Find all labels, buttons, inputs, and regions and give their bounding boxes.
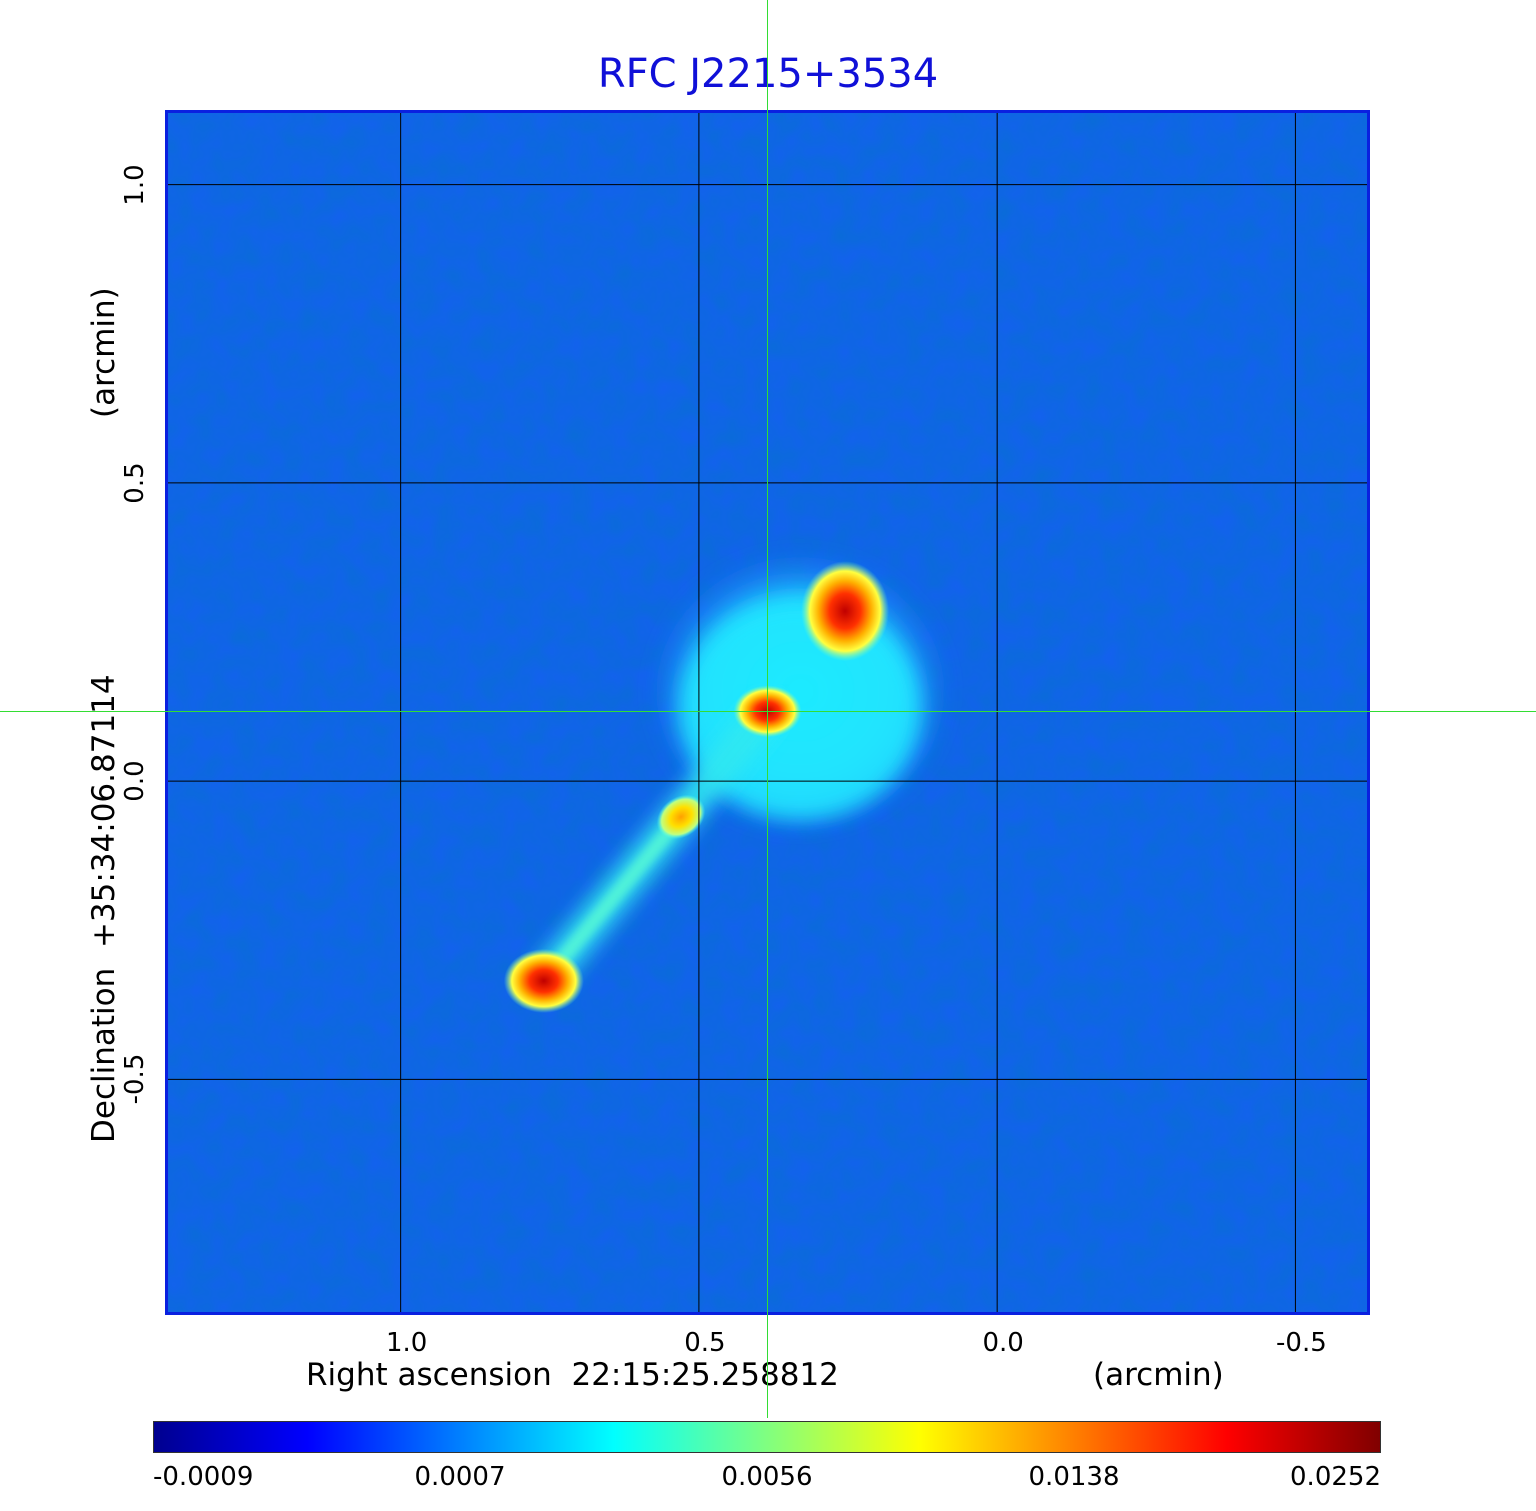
- x-axis-unit: (arcmin): [1093, 1357, 1224, 1393]
- colorbar-tick-label: 0.0138: [1028, 1462, 1120, 1492]
- y-tick-label: 1.0: [120, 163, 150, 206]
- chart-title: RFC J2215+3534: [597, 51, 939, 97]
- colorbar-tick-label: 0.0056: [721, 1462, 813, 1492]
- emission-layer: [503, 551, 951, 1013]
- x-tick-label: 0.0: [982, 1328, 1024, 1358]
- colorbar-tick-label: 0.0252: [1290, 1462, 1381, 1492]
- y-axis-label: Declination +35:34:06.87114: [86, 674, 122, 1143]
- x-tick-label: 1.0: [385, 1328, 428, 1358]
- x-axis-label: Right ascension 22:15:25.258812: [306, 1357, 839, 1393]
- colorbar: [153, 1421, 1381, 1453]
- south-lobe-source: [503, 948, 584, 1013]
- y-tick-label: 0.5: [120, 462, 150, 504]
- x-tick-label: -0.5: [1276, 1328, 1327, 1358]
- jet-knot-source: [656, 794, 706, 840]
- crosshair-vertical: [767, 0, 768, 1418]
- colorbar-tick-label: 0.0007: [414, 1462, 506, 1492]
- colorbar-tick-label: -0.0009: [153, 1462, 254, 1492]
- crosshair-horizontal: [0, 710, 1536, 712]
- y-tick-label: -0.5: [120, 1053, 150, 1105]
- x-tick-label: 0.5: [684, 1328, 726, 1358]
- y-axis-unit: (arcmin): [86, 287, 122, 418]
- north-lobe-source: [801, 561, 890, 662]
- jet-ridge: [536, 809, 689, 988]
- y-tick-label: 0.0: [120, 760, 150, 802]
